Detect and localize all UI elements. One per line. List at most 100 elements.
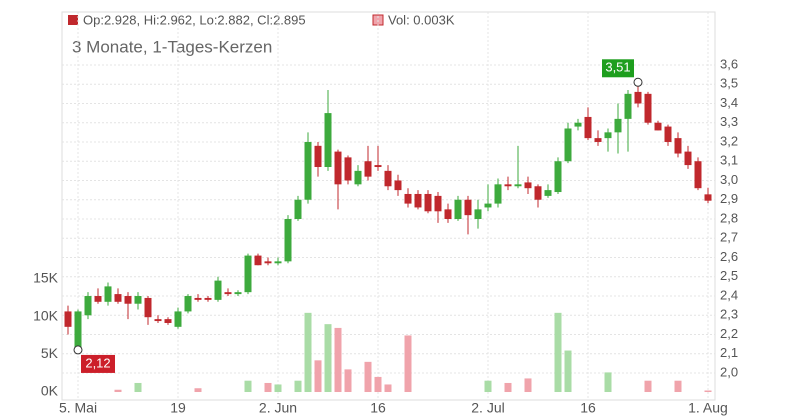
y-tick-label: 2,7 [720,230,738,245]
candle-body [194,297,202,300]
candle-body [574,122,582,127]
low-label: 2,12 [85,355,110,370]
candle-body [634,91,642,104]
candle-body [594,138,602,142]
volume-bar [344,369,352,393]
y-tick-label: 2,6 [720,249,738,264]
y-tick-label: 2,2 [720,326,738,341]
candle-body [644,93,652,123]
volume-bar [294,380,302,393]
candle-body [264,261,272,264]
x-tick-label: 19 [170,400,186,416]
y-tick-label: 3,4 [720,95,738,110]
y-tick-label: 2,5 [720,268,738,283]
y-tick-label: 3,5 [720,76,738,91]
y2-tick-label: 10K [33,307,59,323]
y-tick-label: 2,0 [720,364,738,379]
candle-body [424,193,432,212]
candle-body [694,161,702,189]
candle-body [454,199,462,219]
volume-bar [564,350,572,393]
candle-body [174,311,182,327]
volume-bar [114,389,122,393]
y-tick-label: 2,9 [720,191,738,206]
volume-bar [504,382,512,393]
volume-bar [304,312,312,393]
candle-body [344,157,352,181]
candle-body [584,116,592,139]
candle-body [64,311,72,327]
candle-body [484,203,492,208]
y2-tick-label: 5K [41,345,59,361]
legend-swatch [68,15,78,25]
y-tick-label: 2,1 [720,345,738,360]
candle-body [114,294,122,302]
candle-body [374,165,382,168]
x-tick-label: 16 [370,400,386,416]
candle-body [94,296,102,302]
candle-body [284,218,292,262]
candle-body [304,141,312,200]
volume-bar [134,382,142,393]
volume-bar [324,324,332,393]
candle-body [474,209,482,219]
y-tick-label: 3,1 [720,153,738,168]
x-tick-label: 16 [580,400,596,416]
high-label: 3,51 [605,60,630,75]
high-marker [633,77,643,87]
volume-bar [194,388,202,393]
volume-bar [644,380,652,393]
candle-body [124,296,132,304]
candle-body [514,184,522,187]
candle-body [354,170,362,185]
y2-tick-label: 15K [33,270,59,286]
volume-bar [364,361,372,393]
volume-bar [484,380,492,393]
legend-ohlc: Op:2.928, Hi:2.962, Lo:2.882, Cl:2.895 [83,12,306,27]
candle-body [134,296,142,304]
y-tick-label: 2,4 [720,287,738,302]
volume-bar [274,384,282,393]
candle-body [674,138,682,154]
candle-body [274,261,282,264]
candle-body [104,286,112,302]
candle-body [254,255,262,266]
candle-body [154,319,162,322]
candle-body [144,297,152,318]
y-tick-label: 3,0 [720,172,738,187]
x-tick-label: 5. Mai [59,400,97,416]
candle-body [84,296,92,316]
candle-body [564,128,572,162]
x-tick-label: 2. Jul [471,400,504,416]
candle-body [384,170,392,187]
candle-layer [64,82,712,350]
candle-body [534,186,542,200]
candle-body [704,194,712,201]
volume-bar [264,382,272,393]
candle-body [444,209,452,219]
high-label-box [602,59,634,78]
candle-body [494,184,502,204]
candle-body [224,292,232,295]
y-tick-label: 3,2 [720,133,738,148]
candle-body [184,296,192,312]
volume-bar [554,312,562,393]
x-tick-label: 1. Aug [688,400,728,416]
candle-body [294,199,302,219]
candle-body [164,319,172,323]
x-tick-label: 2. Jun [259,400,297,416]
y-tick-label: 2,8 [720,210,738,225]
subtitle: 3 Monate, 1-Tages-Kerzen [72,37,272,56]
y-tick-label: 3,3 [720,114,738,129]
candle-body [394,180,402,191]
volume-bar [404,335,412,393]
candle-body [334,151,342,185]
candle-body [324,113,332,168]
low-marker [73,345,83,355]
volume-bar [384,384,392,393]
candle-body [654,122,662,131]
volume-bar [604,372,612,393]
candle-body [554,161,562,193]
volume-bar [334,327,342,393]
